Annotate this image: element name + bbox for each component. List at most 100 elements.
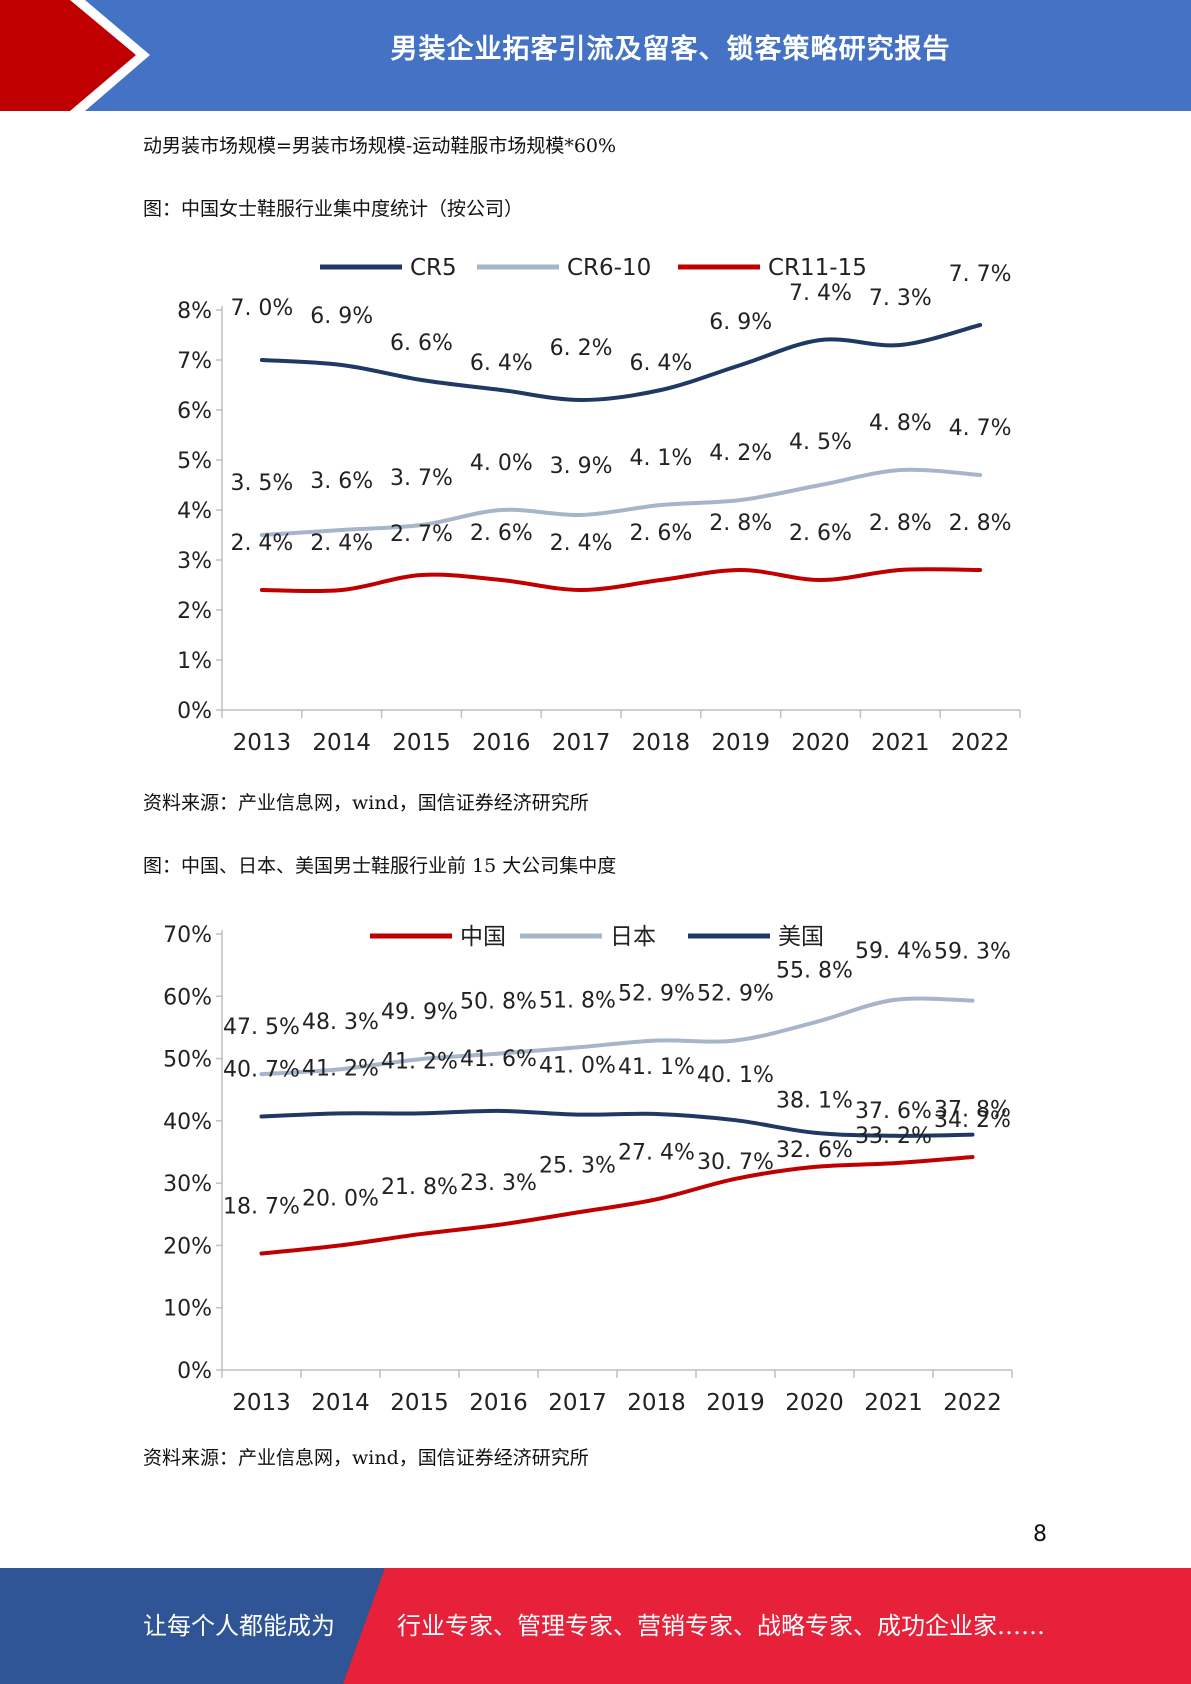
footer-blue-band: [0, 1568, 385, 1684]
data-label: 6. 9%: [310, 304, 373, 329]
y-tick-label: 0%: [177, 1359, 212, 1384]
data-label: 37. 6%: [855, 1099, 932, 1124]
series-line: [259, 467, 983, 537]
y-tick-label: 60%: [163, 985, 212, 1010]
x-tick-label: 2018: [632, 730, 691, 756]
y-tick-label: 1%: [177, 649, 212, 674]
data-label: 27. 4%: [618, 1140, 695, 1165]
x-tick-label: 2021: [864, 1390, 923, 1416]
data-label: 7. 4%: [789, 281, 852, 306]
x-tick-label: 2016: [472, 730, 531, 756]
data-label: 6. 2%: [550, 336, 613, 361]
data-label: 37. 8%: [934, 1098, 1011, 1123]
x-tick-label: 2017: [548, 1390, 607, 1416]
x-tick-label: 2022: [951, 730, 1010, 756]
data-label: 6. 4%: [470, 351, 533, 376]
chart-2-container: 0% 10% 20% 30% 40% 50% 60% 70% 2013 2014 2015 2016 2…: [160, 902, 1040, 1426]
series-line: [259, 567, 983, 594]
header-blue-band: [0, 0, 1191, 111]
x-tick-label: 2022: [943, 1390, 1002, 1416]
header-band-graphic: [0, 0, 1191, 111]
data-label: 3. 5%: [230, 471, 293, 496]
data-label: 2. 8%: [709, 511, 772, 536]
data-label: 40. 7%: [223, 1057, 300, 1082]
data-label: 4. 1%: [629, 446, 692, 471]
legend-label: 中国: [460, 924, 506, 950]
data-label: 30. 7%: [697, 1150, 774, 1175]
page-header: 男装企业拓客引流及留客、锁客策略研究报告: [0, 0, 1191, 111]
page-number: 8: [1033, 1522, 1047, 1547]
data-label: 2. 6%: [629, 521, 692, 546]
data-label: 2. 8%: [949, 511, 1012, 536]
data-label: 4. 2%: [709, 441, 772, 466]
series-line: [259, 1155, 975, 1256]
y-tick-label: 2%: [177, 599, 212, 624]
x-tick-label: 2019: [706, 1390, 765, 1416]
y-tick-label: 6%: [177, 399, 212, 424]
figure-2-source: 资料来源：产业信息网，wind，国信证券经济研究所: [143, 1447, 589, 1469]
y-tick-label: 50%: [163, 1048, 212, 1073]
data-label: 41. 2%: [381, 1049, 458, 1074]
data-label: 52. 9%: [618, 982, 695, 1007]
data-label: 34. 2%: [934, 1108, 1011, 1133]
legend-label: 美国: [778, 924, 824, 950]
figure-1-source: 资料来源：产业信息网，wind，国信证券经济研究所: [143, 792, 589, 814]
x-tick-label: 2015: [390, 1390, 449, 1416]
x-tick-label: 2021: [871, 730, 930, 756]
y-tick-label: 0%: [177, 699, 212, 724]
x-tick-label: 2015: [392, 730, 451, 756]
header-red-arrow: [0, 0, 136, 111]
data-label: 47. 5%: [223, 1015, 300, 1040]
y-tick-label: 3%: [177, 549, 212, 574]
y-tick-label: 8%: [177, 299, 212, 324]
data-label: 23. 3%: [460, 1171, 537, 1196]
data-label: 20. 0%: [302, 1186, 379, 1211]
y-tick-label: 10%: [163, 1297, 212, 1322]
data-label: 40. 1%: [697, 1063, 774, 1088]
data-label: 41. 0%: [539, 1054, 616, 1079]
legend-label: 日本: [610, 924, 656, 950]
data-label: 18. 7%: [223, 1195, 300, 1220]
x-tick-label: 2017: [552, 730, 611, 756]
x-tick-label: 2013: [232, 1390, 291, 1416]
data-label: 6. 4%: [629, 351, 692, 376]
legend-label: CR6-10: [567, 255, 651, 281]
data-label: 2. 6%: [470, 521, 533, 546]
data-label: 50. 8%: [460, 990, 537, 1015]
figure-2-caption: 图：中国、日本、美国男士鞋服行业前 15 大公司集中度: [143, 855, 617, 877]
data-label: 2. 6%: [789, 521, 852, 546]
data-label: 4. 8%: [869, 411, 932, 436]
x-tick-label: 2018: [627, 1390, 686, 1416]
data-label: 55. 8%: [776, 958, 853, 983]
data-label: 21. 8%: [381, 1175, 458, 1200]
y-tick-label: 70%: [163, 923, 212, 948]
data-label: 4. 5%: [789, 430, 852, 455]
data-label: 41. 2%: [302, 1056, 379, 1081]
header-title: 男装企业拓客引流及留客、锁客策略研究报告: [390, 34, 951, 65]
y-tick-label: 20%: [163, 1234, 212, 1259]
chart-1-container: 0% 1% 2% 3% 4% 5% 6% 7% 8% 2013 2014 2015 2016 2017 20…: [160, 240, 1040, 774]
data-label: 59. 4%: [855, 939, 932, 964]
data-label: 3. 7%: [390, 466, 453, 491]
footer-slogan-left: 让每个人都能成为: [143, 1612, 335, 1640]
data-label: 33. 2%: [855, 1124, 932, 1149]
y-tick-label: 5%: [177, 449, 212, 474]
data-label: 48. 3%: [302, 1010, 379, 1035]
series-line: [259, 1108, 975, 1138]
data-label: 4. 7%: [949, 416, 1012, 441]
data-label: 2. 4%: [550, 531, 613, 556]
y-tick-label: 40%: [163, 1110, 212, 1135]
page-footer: 让每个人都能成为 行业专家、管理专家、营销专家、战略专家、成功企业家……: [0, 1568, 1191, 1684]
data-label: 7. 3%: [869, 286, 932, 311]
footer-slogan-right: 行业专家、管理专家、营销专家、战略专家、成功企业家……: [397, 1612, 1045, 1640]
data-label: 2. 8%: [869, 511, 932, 536]
x-tick-label: 2013: [233, 730, 292, 756]
data-label: 49. 9%: [381, 1000, 458, 1025]
series-line: [259, 323, 983, 403]
data-label: 52. 9%: [697, 982, 774, 1007]
data-label: 32. 6%: [776, 1138, 853, 1163]
data-label: 6. 9%: [709, 310, 772, 335]
data-label: 2. 7%: [390, 522, 453, 547]
x-tick-label: 2020: [791, 730, 850, 756]
data-label: 6. 6%: [390, 331, 453, 356]
